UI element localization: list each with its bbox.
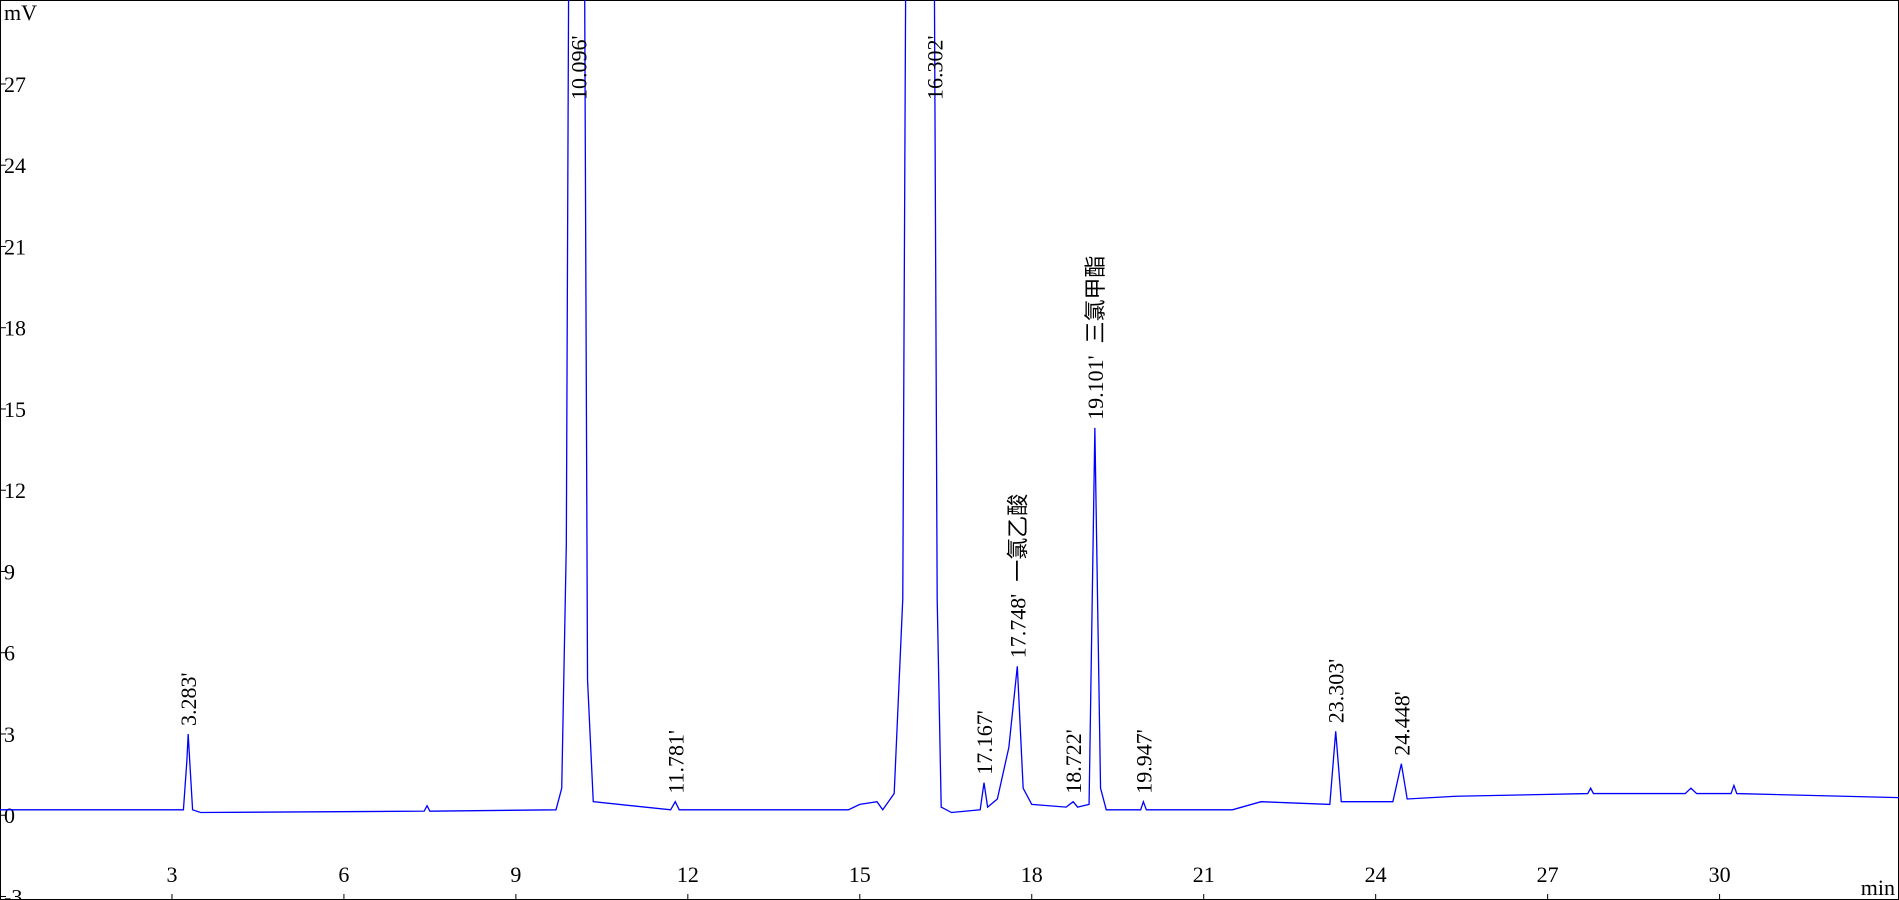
x-tick-label: 27 (1537, 862, 1559, 887)
peak-label: 18.722' (1061, 729, 1086, 794)
peak-label: 10.096' (567, 36, 592, 101)
x-tick-label: 3 (166, 862, 177, 887)
peak-name: 一氯乙酸 (1005, 494, 1030, 582)
y-tick-label: 27 (4, 72, 26, 97)
plot-area (0, 0, 1899, 814)
x-tick-label: 21 (1193, 862, 1215, 887)
y-tick-label: 0 (4, 803, 15, 828)
y-tick-label: 18 (4, 316, 26, 341)
x-tick-label: 30 (1709, 862, 1731, 887)
y-tick-label: 3 (4, 722, 15, 747)
y-tick-label: 12 (4, 478, 26, 503)
peak-label: 3.283' (176, 672, 201, 726)
x-tick-label: 24 (1365, 862, 1387, 887)
x-tick-label: 6 (338, 862, 349, 887)
y-tick-label: 21 (4, 234, 26, 259)
y-tick-label: -3 (4, 884, 22, 900)
x-axis-label: min (1861, 875, 1895, 900)
signal-trace (0, 0, 1899, 814)
peak-name: 三氯甲酯 (1083, 255, 1108, 343)
peak-label: 24.448' (1389, 691, 1414, 756)
y-tick-label: 6 (4, 641, 15, 666)
peak-label: 19.947' (1131, 729, 1156, 794)
peak-label: 16.302' (922, 36, 947, 101)
peak-label: 17.748' (1005, 594, 1030, 659)
x-tick-label: 15 (849, 862, 871, 887)
peak-label: 17.167' (972, 710, 997, 774)
peak-label: 11.781' (663, 730, 688, 794)
peak-label: 23.303' (1324, 659, 1349, 724)
y-tick-label: 24 (4, 153, 26, 178)
x-tick-label: 12 (677, 862, 699, 887)
y-axis-label: mV (4, 0, 37, 25)
x-tick-label: 9 (510, 862, 521, 887)
peak-label: 19.101' (1083, 355, 1108, 420)
y-tick-label: 9 (4, 559, 15, 584)
y-tick-label: 15 (4, 397, 26, 422)
x-tick-label: 18 (1021, 862, 1043, 887)
